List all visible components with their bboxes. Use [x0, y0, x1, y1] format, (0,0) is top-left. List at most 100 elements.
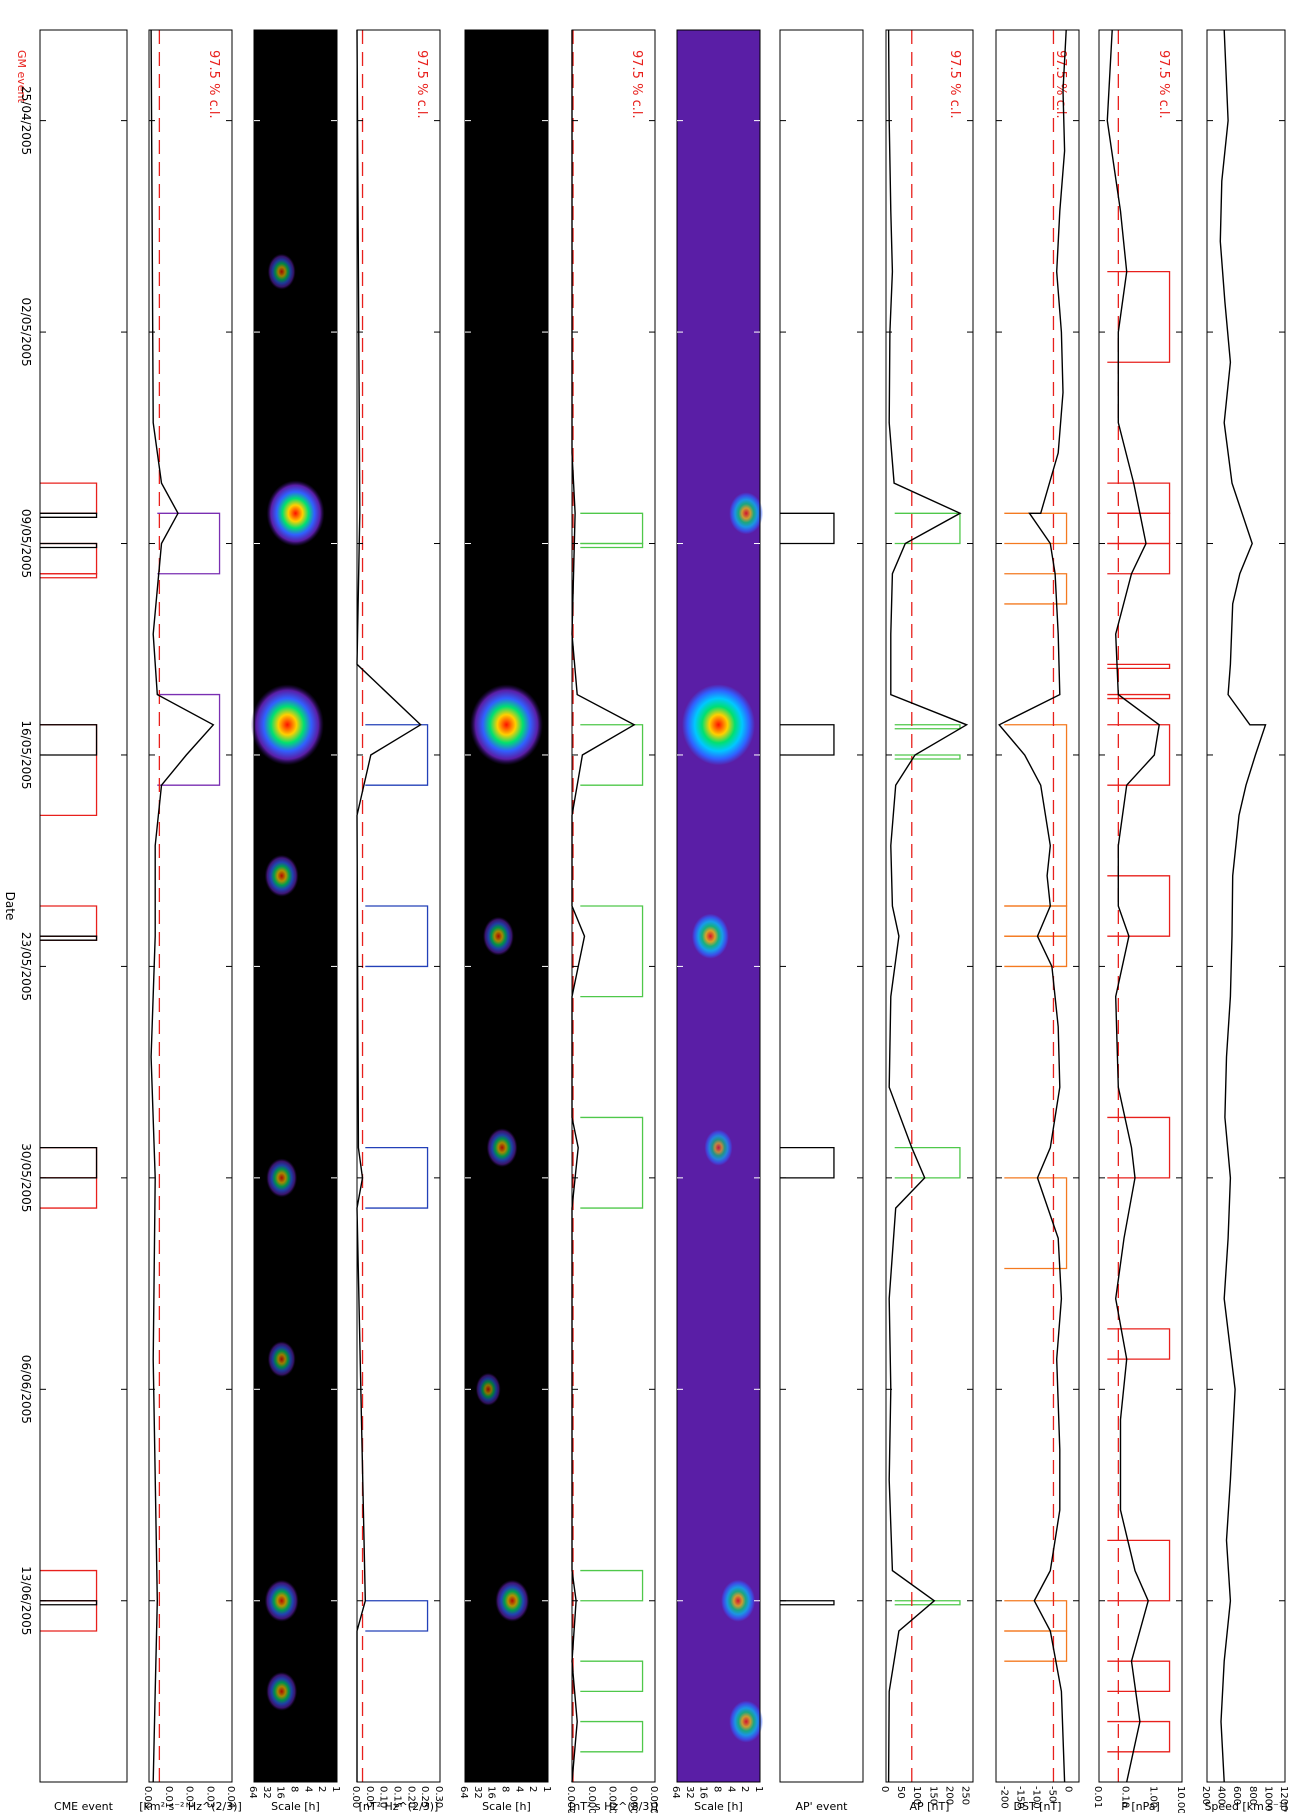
eb-scalogram-ytick-label-6: 64	[458, 1786, 469, 1799]
ekin-scalogram-ytick-label-1: 2	[316, 1786, 327, 1792]
dst-event-box-1	[1004, 573, 1068, 605]
eb-scalogram-blob-2	[486, 1128, 518, 1168]
ap-series-line	[887, 29, 969, 1783]
ekin-scalogram-blob-2	[264, 854, 299, 897]
hm-integrated-event-box-5	[580, 1569, 644, 1602]
eb-integrated-event-box-1	[365, 905, 429, 968]
ekin-scalogram-blob-1	[266, 480, 325, 547]
panel-cme-event: CME event GM event	[15, 29, 128, 1813]
panel-hm-integrated: 97.5 % c.l. 0.0000 0.0002 0.0004 0.0006 0.000…	[565, 29, 659, 1813]
pressure-event-box-9	[1107, 1328, 1171, 1360]
speed-frame	[1206, 29, 1286, 1783]
dst-ylabel: DST [nT]	[1014, 1800, 1062, 1813]
eb-scalogram-blob-0	[470, 684, 543, 766]
dst-ytick-label-3: -50	[1046, 1786, 1057, 1802]
ekin-scalogram-ytick-label-2: 4	[302, 1786, 313, 1792]
hm-integrated-event-box-4	[580, 1116, 644, 1209]
ap-ylabel: AP [nT]	[910, 1800, 950, 1813]
hm-scalogram-ytick-label-1: 2	[739, 1786, 750, 1792]
panel-dst: 97.5 % c.l. -200 -150 -100 -50 0 DST [nT]	[995, 29, 1080, 1813]
ap-event-ylabel: AP' event	[795, 1800, 848, 1813]
pressure-ytick-label-1: 0.10	[1120, 1786, 1131, 1808]
eb-scalogram-ylabel: Scale [h]	[482, 1800, 531, 1813]
eb-scalogram-frame	[464, 29, 549, 1783]
hm-integrated-cl-label: 97.5 % c.l.	[629, 50, 644, 119]
eb-scalogram-blob-3	[495, 1579, 530, 1622]
eb-integrated-event-box-3	[365, 1600, 429, 1632]
hm-integrated-ytick-label-0: 0.0000	[565, 1786, 576, 1813]
ap-ytick-label-2: 100	[911, 1786, 922, 1805]
ekin-integrated-event-box-0	[157, 512, 221, 575]
dst-ytick-label-1: -150	[1015, 1786, 1026, 1809]
dst-cl-label: 97.5 % c.l.	[1053, 50, 1068, 119]
cme-event-top-label: GM event	[15, 50, 28, 104]
ekin-scalogram-blob-6	[267, 253, 296, 290]
ap-event-frame	[779, 29, 864, 1783]
eb-scalogram-ytick-label-3: 8	[500, 1786, 511, 1792]
cme-event-frame	[39, 29, 128, 1783]
pressure-ytick-label-2: 1.00	[1147, 1786, 1158, 1808]
pressure-event-box-7	[1107, 875, 1171, 937]
speed-ytick-label-3: 800	[1247, 1786, 1258, 1805]
cme-event-cme-event-box-4	[40, 1147, 98, 1179]
panel-ekin-integrated: 97.5 % c.l. 0.00 0.01 0.02 0.03 0.04[km² s⁻² …	[139, 29, 242, 1813]
cme-event-gm-event-box-2	[40, 573, 98, 579]
ekin-scalogram-blob-5	[267, 1341, 296, 1378]
ap-ytick-label-0: 0	[879, 1786, 890, 1792]
ap-ytick-label-4: 200	[943, 1786, 954, 1805]
panel-ap-event: AP' event	[779, 29, 864, 1813]
hm-integrated-event-box-1	[580, 542, 644, 549]
ekin-scalogram-ytick-label-5: 32	[261, 1786, 272, 1799]
speed-background	[1207, 30, 1285, 1782]
ekin-scalogram-ytick-label-4: 16	[275, 1786, 286, 1799]
date-axis: 25/04/2005 02/05/2005 09/05/2005 16/05/2005…	[3, 86, 33, 1635]
ekin-scalogram-blob-7	[266, 1671, 298, 1711]
dst-series-line	[998, 29, 1067, 1783]
panel-pressure: 97.5 % c.l. 0.01 0.10 1.00 10.00 P [nPa]	[1092, 29, 1186, 1813]
cme-event-cme-event-box-3	[40, 935, 98, 941]
eb-integrated-ytick-label-6: 0.30	[433, 1786, 444, 1808]
cme-event-cme-event-box-1	[40, 542, 98, 549]
eb-scalogram-ytick-label-4: 16	[486, 1786, 497, 1799]
pressure-event-box-8	[1107, 1116, 1171, 1179]
speed-series-line	[1219, 29, 1267, 1783]
ap-event-event-box-0	[780, 512, 835, 545]
eb-integrated-ylabel: [nT² Hz^(2/3)]	[359, 1800, 439, 1813]
ap-ytick-label-1: 50	[895, 1786, 906, 1799]
dst-ytick-label-2: -100	[1031, 1786, 1042, 1809]
ekin-scalogram-ytick-label-3: 8	[289, 1786, 300, 1792]
speed-ytick-label-2: 600	[1231, 1786, 1242, 1805]
hm-scalogram-blob-4	[721, 1579, 756, 1622]
eb-scalogram-background	[465, 30, 548, 1782]
speed-ytick-label-1: 400	[1216, 1786, 1227, 1805]
panel-eb-integrated: 97.5 % c.l. 0.00 0.05 0.10 0.15 0.20 0.25 0.30[…	[350, 29, 444, 1813]
eb-scalogram-blob-1	[482, 916, 514, 956]
pressure-frame	[1098, 29, 1183, 1783]
ekin-integrated-ytick-label-1: 0.01	[163, 1786, 174, 1808]
ap-event-box-4	[894, 1600, 961, 1606]
pressure-ytick-label-3: 10.00	[1175, 1786, 1186, 1813]
dst-event-box-7	[1004, 1630, 1068, 1662]
cme-event-ylabel: CME event	[54, 1800, 114, 1813]
pressure-event-box-4	[1107, 663, 1171, 669]
ekin-scalogram-frame	[253, 29, 338, 1783]
ekin-scalogram-blob-0	[250, 684, 324, 766]
pressure-event-box-12	[1107, 1720, 1171, 1753]
eb-integrated-event-box-0	[365, 724, 429, 786]
hm-scalogram-ytick-label-0: 1	[753, 1786, 764, 1792]
hm-integrated-event-box-2	[580, 724, 644, 786]
pressure-event-box-6	[1107, 724, 1171, 786]
ekin-integrated-ytick-label-3: 0.03	[204, 1786, 215, 1808]
hm-integrated-ylabel: [nT² s Hz^(8/3)]	[569, 1800, 658, 1813]
ekin-integrated-ytick-label-4: 0.04	[225, 1786, 236, 1808]
eb-integrated-ytick-label-5: 0.25	[419, 1786, 430, 1808]
ekin-scalogram-blob-3	[264, 1579, 299, 1622]
pressure-event-box-3	[1107, 542, 1171, 575]
eb-scalogram-blob-4	[475, 1372, 501, 1406]
cme-event-cme-event-box-5	[40, 1600, 98, 1606]
ap-event-box-1	[894, 724, 961, 730]
date-tick-label-7: 13/06/2005	[19, 1566, 33, 1635]
